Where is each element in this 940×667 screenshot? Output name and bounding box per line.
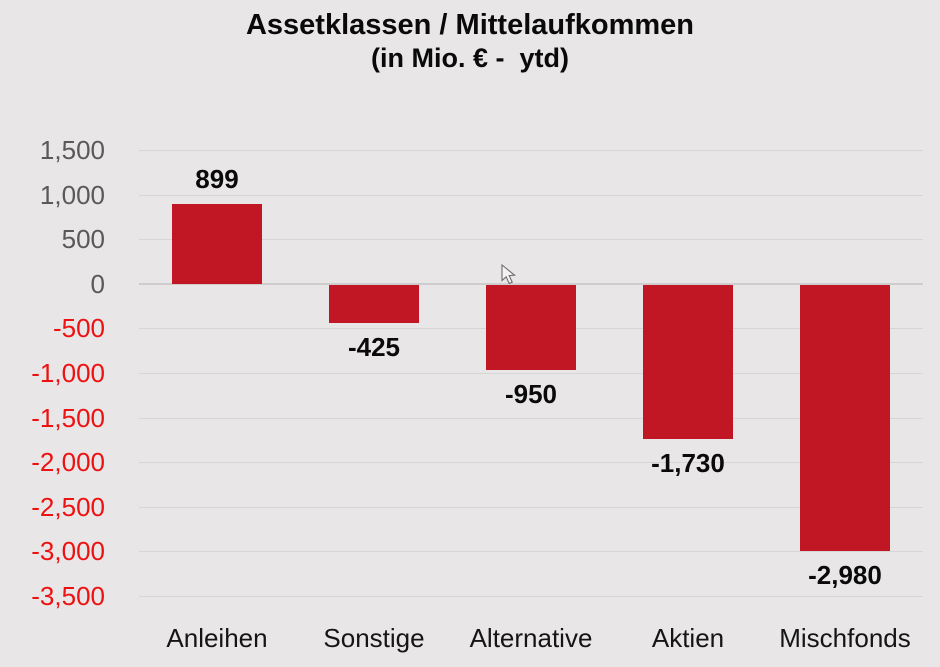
gridline <box>139 239 923 240</box>
y-tick-label: 1,000 <box>39 180 105 210</box>
category-label-sonstige: Sonstige <box>323 623 425 653</box>
gridline <box>139 418 923 419</box>
gridline <box>139 551 923 552</box>
chart-title-line1: Assetklassen / Mittelaufkommen <box>245 9 695 41</box>
gridline <box>139 596 923 597</box>
y-tick-label: -1,000 <box>31 358 105 388</box>
y-tick-label: -3,500 <box>31 581 105 611</box>
bar-data-label: 899 <box>195 164 239 194</box>
category-label-anleihen: Anleihen <box>166 623 268 653</box>
bar-mischfonds <box>800 285 890 551</box>
category-label-mischfonds: Mischfonds <box>779 623 911 653</box>
chart-title-line2: (in Mio. € - ytd) <box>371 43 569 73</box>
zero-axis-line <box>139 283 923 285</box>
bar-data-label: -950 <box>504 379 558 409</box>
bar-anleihen <box>172 204 262 284</box>
bar-data-label: -2,980 <box>808 560 882 590</box>
bar-aktien <box>643 285 733 439</box>
bar-data-label: -1,730 <box>651 448 725 478</box>
y-tick-label: -2,500 <box>31 492 105 522</box>
mouse-cursor-icon <box>501 264 516 285</box>
y-tick-label: -2,000 <box>31 447 105 477</box>
category-label-alternative: Alternative <box>469 623 593 653</box>
bar-alternative <box>486 285 576 370</box>
y-tick-label: -1,500 <box>31 403 105 433</box>
y-tick-label: 1,500 <box>39 135 105 165</box>
bar-data-label: -425 <box>347 332 401 362</box>
gridline <box>139 195 923 196</box>
gridline <box>139 150 923 151</box>
category-label-aktien: Aktien <box>651 623 725 653</box>
gridline <box>139 373 923 374</box>
gridline <box>139 462 923 463</box>
bar-sonstige <box>329 285 419 323</box>
y-tick-label: -500 <box>52 313 105 343</box>
gridline <box>139 507 923 508</box>
y-tick-label: 500 <box>61 224 105 254</box>
y-tick-label: -3,000 <box>31 536 105 566</box>
chart-title: Assetklassen / Mittelaufkommen (in Mio. … <box>0 8 940 74</box>
y-tick-label: 0 <box>90 269 105 299</box>
